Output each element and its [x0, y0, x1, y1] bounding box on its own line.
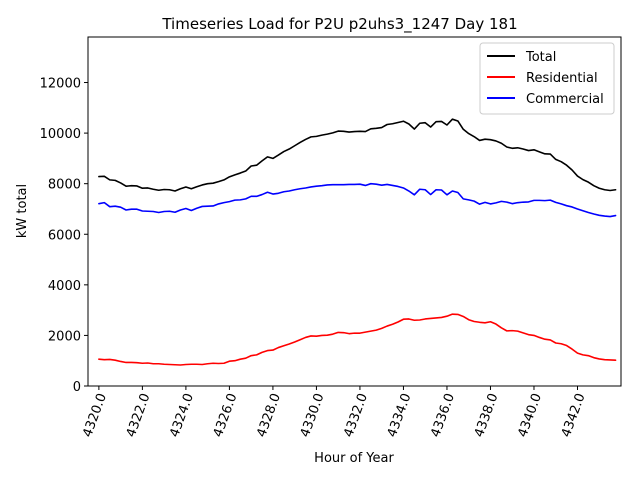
plot-area [87, 36, 622, 387]
y-tick-label: 4000 [48, 279, 81, 294]
legend-label-commercial: Commercial [526, 92, 604, 107]
series-line-commercial [98, 182, 617, 218]
chart-title: Timeseries Load for P2U p2uhs3_1247 Day … [161, 15, 517, 34]
y-axis-title: kW total [15, 184, 30, 238]
legend-entries: Total Residential Commercial [487, 50, 604, 107]
y-tick-label: 6000 [48, 228, 81, 243]
x-axis-title: Hour of Year [314, 451, 394, 466]
series-line-residential [98, 313, 617, 366]
legend-box [479, 42, 615, 115]
y-tick-label: 2000 [48, 329, 81, 344]
plot-frame [87, 36, 622, 387]
legend-label-total: Total [525, 50, 556, 65]
y-tick-label: 8000 [48, 178, 81, 193]
legend-label-residential: Residential [526, 71, 598, 86]
y-axis: 0 2000 4000 6000 8000 10000 12000 [40, 77, 88, 395]
y-tick-label: 0 [73, 380, 81, 395]
series-line-total [98, 118, 617, 192]
series-layer [98, 118, 617, 366]
y-tick-label: 12000 [40, 77, 81, 92]
legend: Total Residential Commercial [479, 42, 615, 115]
y-tick-label: 10000 [40, 127, 81, 142]
